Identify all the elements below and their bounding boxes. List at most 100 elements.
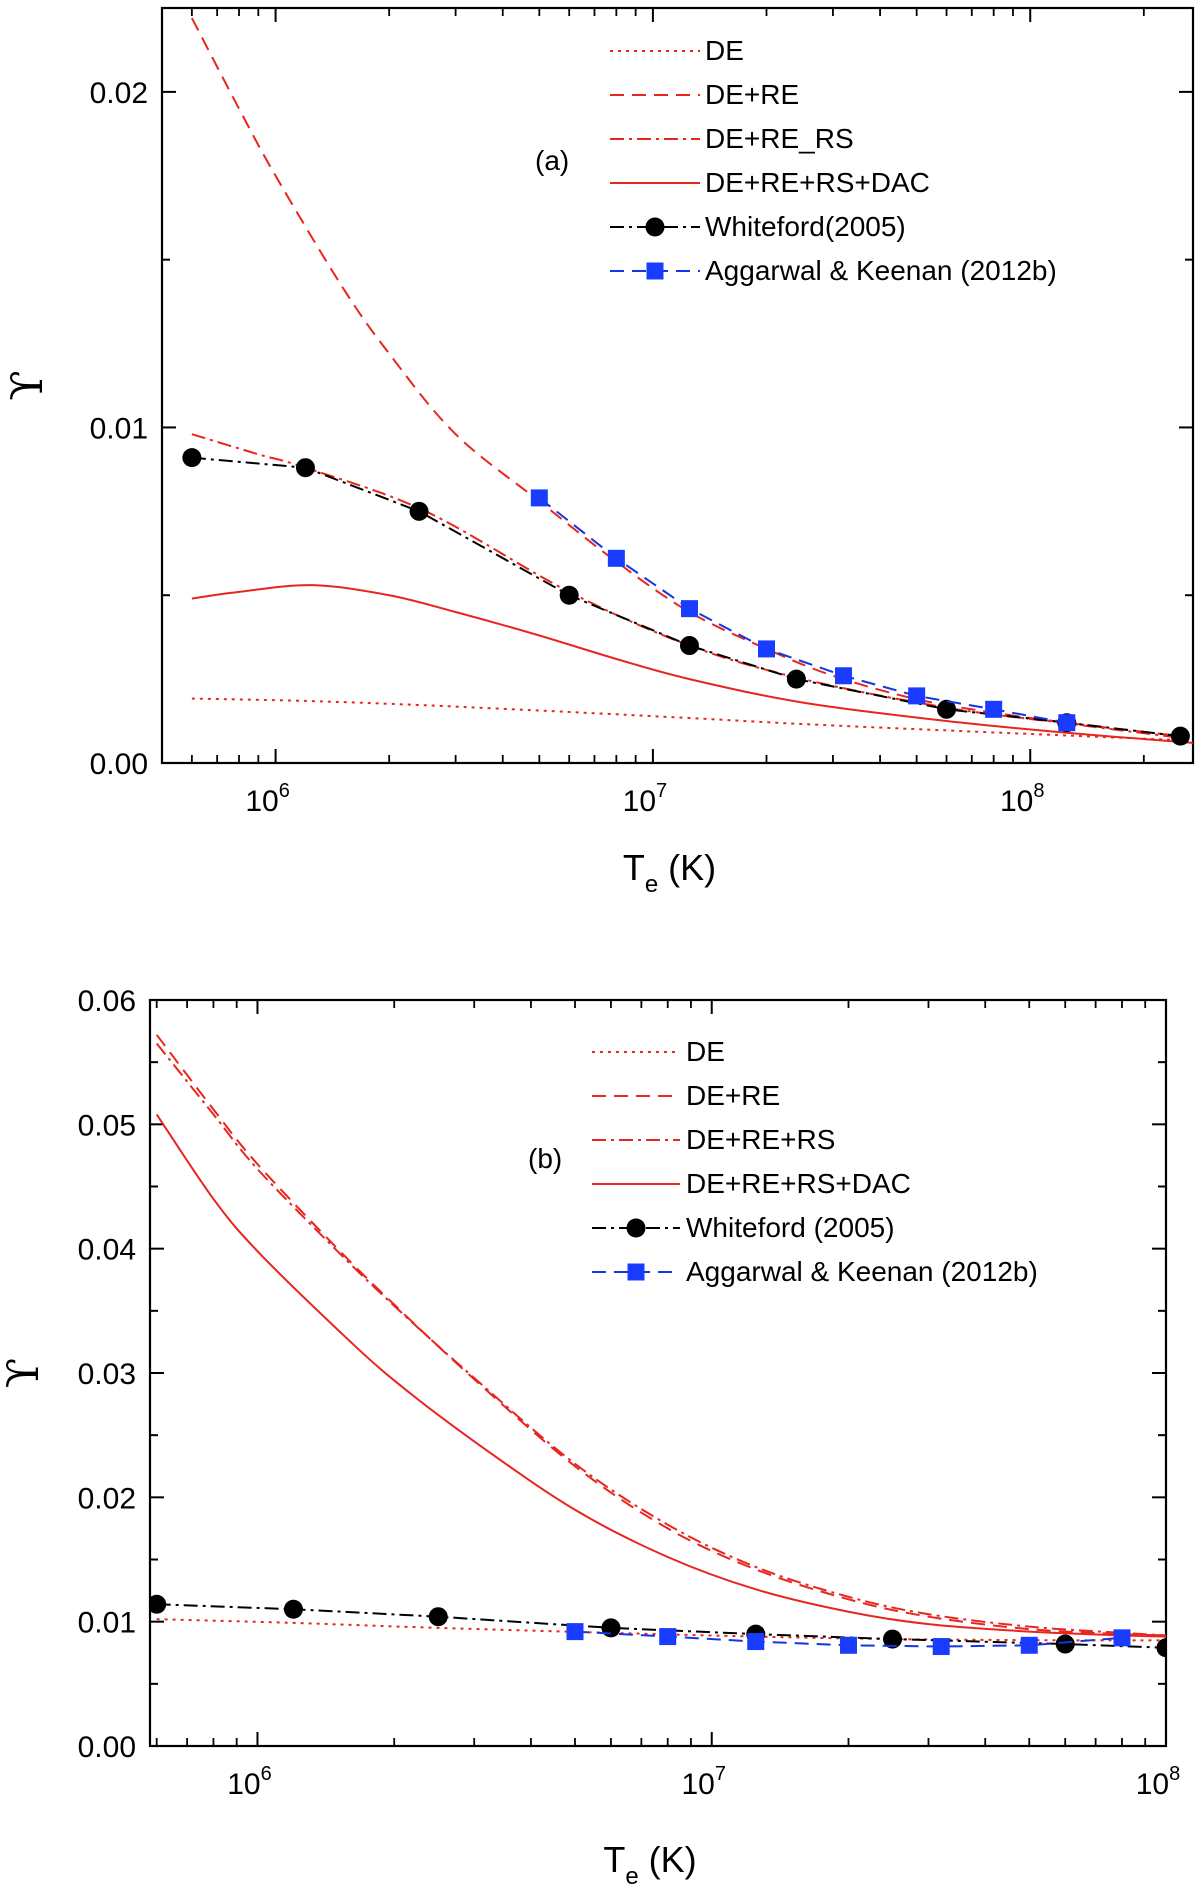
legend-label: Whiteford(2005) <box>705 211 906 242</box>
data-point-circle <box>283 1599 303 1619</box>
y-tick-label: 0.00 <box>90 748 148 781</box>
x-tick-exponent: 8 <box>1033 780 1044 802</box>
x-axis-label-subscript: e <box>645 871 658 898</box>
x-axis-label-main: T <box>623 847 645 888</box>
series-line <box>191 697 1181 742</box>
x-tick-label: 106 <box>245 780 290 818</box>
data-point-square <box>1020 1636 1038 1654</box>
series-line <box>538 497 1067 724</box>
legend-label: DE+RE_RS <box>705 123 854 154</box>
series-3 <box>191 584 1193 744</box>
legend-label: DE+RE+RS <box>686 1124 835 1155</box>
panel-label: (a) <box>535 145 569 176</box>
plot-frame <box>148 998 1168 1748</box>
series-1 <box>155 1034 1166 1637</box>
data-point-circle <box>601 1618 621 1638</box>
series-2 <box>155 1042 1166 1637</box>
series-line <box>190 17 1181 738</box>
data-point-circle <box>182 448 202 468</box>
series-5 <box>566 1623 1131 1656</box>
legend-label: Whiteford (2005) <box>686 1212 895 1243</box>
data-point-circle <box>428 1607 448 1627</box>
legend-label: Aggarwal & Keenan (2012b) <box>705 255 1057 286</box>
legend-label: Aggarwal & Keenan (2012b) <box>686 1256 1038 1287</box>
plot-frame <box>160 6 1195 765</box>
data-point-circle <box>679 636 699 656</box>
data-point-square <box>747 1633 765 1651</box>
data-point-square <box>680 600 698 618</box>
legend-entry: Whiteford (2005) <box>592 1212 895 1243</box>
x-tick-exponent: 7 <box>715 1763 726 1785</box>
y-tick-label: 0.05 <box>78 1109 136 1142</box>
x-tick-exponent: 6 <box>279 780 290 802</box>
x-tick-exponent: 7 <box>656 780 667 802</box>
series-1 <box>190 17 1181 738</box>
x-tick-label: 106 <box>227 1763 272 1801</box>
series-line <box>155 1042 1166 1637</box>
y-tick-label: 0.02 <box>78 1482 136 1515</box>
y-tick-label: 0.04 <box>78 1234 136 1267</box>
data-point-square <box>566 1623 584 1641</box>
x-tick-base: 10 <box>245 785 278 818</box>
data-point-square <box>839 1636 857 1654</box>
data-point-square <box>908 687 926 705</box>
x-axis-label: Te (K) <box>623 847 716 898</box>
x-axis-label-unit: (K) <box>658 847 716 888</box>
legend-label: DE+RE+RS+DAC <box>705 167 930 198</box>
legend-label: DE+RE+RS+DAC <box>686 1168 911 1199</box>
y-tick-label: 0.01 <box>90 412 148 445</box>
x-axis-label-main: T <box>603 1839 625 1880</box>
y-tick-label: 0.00 <box>78 1731 136 1764</box>
legend-entry: DE <box>592 1036 725 1067</box>
data-point-circle <box>150 1594 167 1614</box>
series-line <box>191 584 1193 744</box>
data-point-square <box>659 1628 677 1646</box>
x-tick-base: 10 <box>623 785 656 818</box>
legend-entry: DE <box>610 35 744 66</box>
data-point-square <box>607 549 625 567</box>
data-point-circle <box>295 458 315 478</box>
legend-marker-square <box>627 1263 645 1281</box>
series-line <box>191 433 1181 739</box>
data-point-square <box>1113 1629 1131 1647</box>
y-tick-label: 0.06 <box>78 985 136 1018</box>
x-axis-label-unit: (K) <box>639 1839 697 1880</box>
x-axis-label: Te (K) <box>603 1839 696 1890</box>
data-point-circle <box>937 699 957 719</box>
x-tick-base: 10 <box>1136 1768 1169 1801</box>
legend-label: DE+RE <box>686 1080 780 1111</box>
y-tick-label: 0.01 <box>78 1607 136 1640</box>
series-4 <box>182 448 1190 746</box>
y-tick-label: 0.02 <box>90 77 148 110</box>
data-point-square <box>530 489 548 507</box>
x-tick-label: 107 <box>623 780 668 818</box>
legend-entry: Aggarwal & Keenan (2012b) <box>592 1256 1038 1287</box>
x-tick-base: 10 <box>227 1768 260 1801</box>
series-line <box>191 456 1181 738</box>
y-axis-label: ϒ <box>2 370 53 400</box>
data-point-circle <box>559 585 579 605</box>
data-point-square <box>835 667 853 685</box>
data-point-circle <box>786 669 806 689</box>
x-tick-base: 10 <box>681 1768 714 1801</box>
legend-entry: Whiteford(2005) <box>610 211 906 242</box>
legend-label: DE <box>686 1036 725 1067</box>
panel-label: (b) <box>528 1143 562 1174</box>
legend-entry: DE+RE_RS <box>610 123 854 154</box>
series-line <box>155 1034 1166 1637</box>
y-axis-label: ϒ <box>0 1358 49 1388</box>
x-tick-label: 108 <box>1136 1763 1181 1801</box>
data-point-circle <box>1170 726 1190 746</box>
legend-label: DE <box>705 35 744 66</box>
legend-entry: Aggarwal & Keenan (2012b) <box>610 255 1057 286</box>
x-tick-label: 107 <box>681 1763 726 1801</box>
series-5 <box>530 489 1076 732</box>
data-point-square <box>1058 714 1076 732</box>
legend-entry: DE+RE <box>592 1080 780 1111</box>
legend-label: DE+RE <box>705 79 799 110</box>
legend-entry: DE+RE+RS <box>592 1124 835 1155</box>
data-point-circle <box>883 1629 903 1649</box>
